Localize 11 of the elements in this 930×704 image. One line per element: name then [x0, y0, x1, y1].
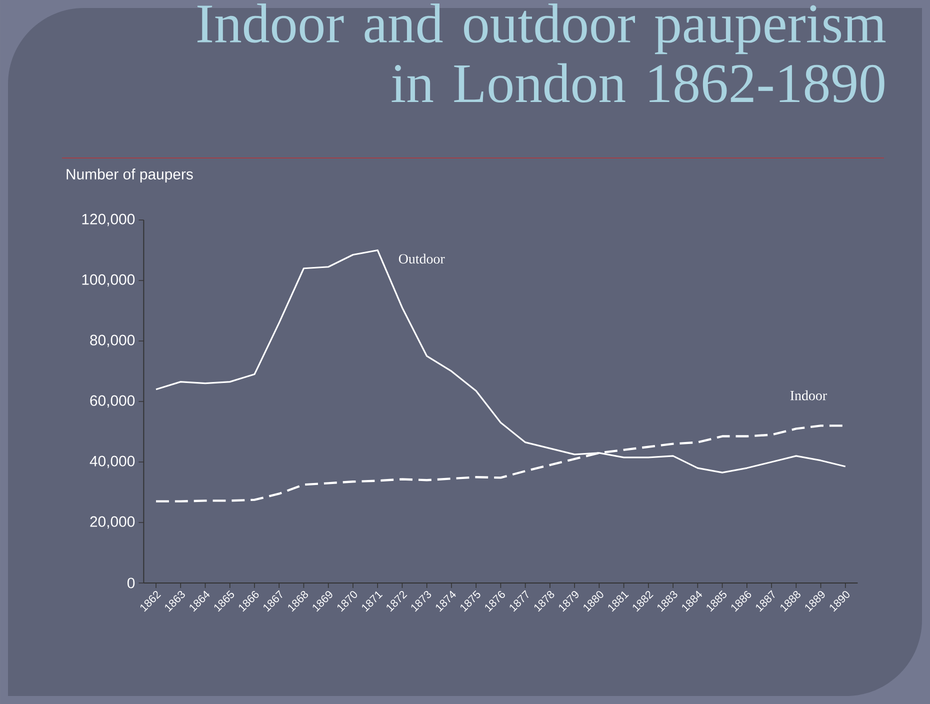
y-tick-label: 100,000	[82, 274, 135, 287]
y-tick-label: 40,000	[90, 456, 135, 468]
y-tick-label: 0	[127, 578, 135, 588]
y-tick-label: 60,000	[90, 395, 135, 408]
y-tick-label: 120,000	[82, 214, 135, 226]
y-axis-title: Number of paupers	[66, 168, 193, 182]
series-label: Indoor	[790, 390, 827, 400]
y-tick-label: 80,000	[90, 334, 135, 348]
chart-title: Indoor and outdoor pauperism in London 1862-1890	[197, 4, 886, 103]
y-tick-label: 20,000	[90, 516, 135, 529]
series-label: Outdoor	[398, 254, 445, 264]
